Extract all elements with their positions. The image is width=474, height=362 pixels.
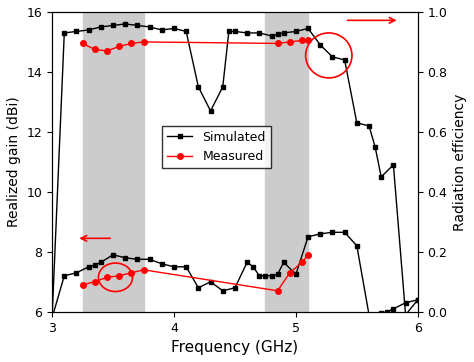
- Measured: [92, 47, 98, 52]
- Simulated: [342, 58, 347, 62]
- Simulated: [98, 25, 104, 29]
- Measured: [275, 41, 281, 46]
- Simulated: [208, 109, 213, 113]
- Simulated: [281, 31, 287, 35]
- Simulated: [122, 22, 128, 26]
- Line: Measured: Measured: [80, 38, 311, 54]
- Measured: [299, 38, 305, 43]
- Simulated: [62, 31, 67, 35]
- Y-axis label: Radiation efficiency: Radiation efficiency: [453, 93, 467, 231]
- Measured: [287, 40, 292, 44]
- Measured: [128, 41, 134, 46]
- Simulated: [403, 313, 409, 317]
- Simulated: [293, 29, 299, 34]
- Simulated: [196, 85, 201, 89]
- Simulated: [372, 145, 378, 149]
- Simulated: [86, 28, 91, 32]
- Measured: [305, 38, 311, 43]
- Simulated: [354, 121, 360, 125]
- Simulated: [415, 298, 420, 302]
- Measured: [141, 40, 146, 44]
- Simulated: [232, 29, 238, 34]
- Simulated: [183, 29, 189, 34]
- X-axis label: Frequency (GHz): Frequency (GHz): [172, 340, 299, 355]
- Simulated: [73, 29, 79, 34]
- Simulated: [318, 43, 323, 47]
- Simulated: [110, 23, 116, 28]
- Simulated: [305, 26, 311, 31]
- Bar: [82, 12, 144, 312]
- Simulated: [171, 26, 177, 31]
- Simulated: [366, 124, 372, 128]
- Simulated: [391, 163, 396, 167]
- Line: Simulated: Simulated: [50, 21, 420, 320]
- Simulated: [378, 175, 384, 179]
- Simulated: [226, 29, 232, 34]
- Measured: [104, 49, 110, 53]
- Simulated: [135, 23, 140, 28]
- Simulated: [49, 316, 55, 320]
- Simulated: [220, 85, 226, 89]
- Simulated: [275, 32, 281, 37]
- Bar: [265, 12, 308, 312]
- Simulated: [256, 31, 262, 35]
- Measured: [80, 41, 85, 46]
- Y-axis label: Realized gain (dBi): Realized gain (dBi): [7, 97, 21, 227]
- Simulated: [147, 25, 153, 29]
- Legend: Simulated, Measured: Simulated, Measured: [163, 126, 271, 168]
- Simulated: [244, 31, 250, 35]
- Simulated: [329, 55, 335, 59]
- Simulated: [269, 34, 274, 38]
- Measured: [116, 44, 122, 49]
- Simulated: [159, 28, 164, 32]
